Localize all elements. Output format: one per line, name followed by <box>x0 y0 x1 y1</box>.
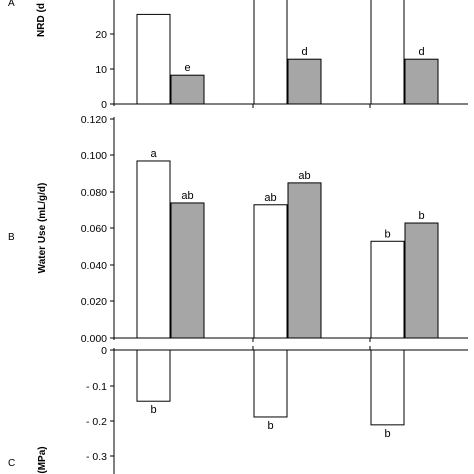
y-tick-label: 20 <box>95 29 107 41</box>
y-axis-label: (MPa) <box>37 446 48 473</box>
bar-b-s0-g1 <box>253 204 288 339</box>
bar-a-s0-g2 <box>370 0 405 105</box>
bar-a-s1-g0 <box>170 74 205 105</box>
y-tick-label: 0.060 <box>81 223 107 235</box>
significance-label: e <box>184 62 190 74</box>
panel-letter: A <box>8 0 15 9</box>
bar-a-s0-g1 <box>253 0 288 105</box>
y-tick-label: 0.020 <box>81 296 107 308</box>
y-tick-label: 0.000 <box>81 333 107 345</box>
y-tick-label: 0.080 <box>81 187 107 199</box>
bar-c-s0-g0 <box>136 349 171 402</box>
y-axis-label: NRD (d <box>36 3 47 37</box>
y-tick-label: - 0.1 <box>86 381 107 393</box>
y-tick-label: 0 <box>101 99 107 111</box>
significance-label: a <box>150 148 157 160</box>
significance-label: b <box>418 210 424 222</box>
y-tick-label: 0 <box>101 345 107 357</box>
significance-label: ab <box>181 190 193 202</box>
significance-label: d <box>301 46 307 58</box>
significance-label: b <box>267 420 273 432</box>
y-tick-label: 0.100 <box>81 150 107 162</box>
bar-a-s0-g0 <box>136 13 171 105</box>
y-tick-label: 10 <box>95 64 107 76</box>
significance-label: ab <box>264 192 276 204</box>
bar-a-s1-g2 <box>404 58 439 105</box>
bar-b-s1-g1 <box>287 182 322 339</box>
y-tick-label: 0.120 <box>81 114 107 126</box>
significance-label: b <box>384 428 390 440</box>
y-tick-label: - 0.2 <box>86 416 107 428</box>
y-tick-label: 0.040 <box>81 260 107 272</box>
y-axis-label: Water Use (mL/g/d) <box>37 183 48 274</box>
significance-label: b <box>150 404 156 416</box>
bar-a-s1-g1 <box>287 58 322 105</box>
significance-label: b <box>384 228 390 240</box>
bar-b-s0-g2 <box>370 240 405 339</box>
bar-b-s1-g2 <box>404 222 439 339</box>
bar-b-s0-g0 <box>136 160 171 339</box>
panel-letter: B <box>8 232 15 243</box>
bar-c-s0-g1 <box>253 349 288 418</box>
bar-c-s0-g2 <box>370 349 405 426</box>
significance-label: d <box>418 46 424 58</box>
y-tick-label: - 0.3 <box>86 451 107 463</box>
significance-label: ab <box>298 170 310 182</box>
panel-letter: C <box>8 458 15 469</box>
bar-b-s1-g0 <box>170 202 205 339</box>
